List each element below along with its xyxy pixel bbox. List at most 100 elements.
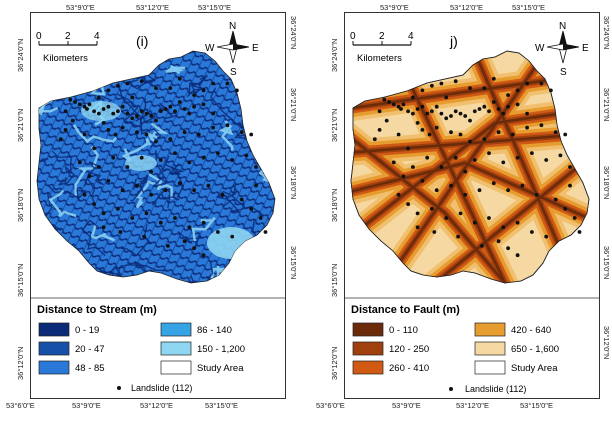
landslide-legend-label: Landslide (112) — [465, 384, 526, 394]
landslide-point — [453, 109, 458, 114]
landslide-point — [116, 109, 120, 114]
landslide-point — [216, 151, 220, 156]
legend-swatch — [352, 360, 384, 375]
landslide-point — [58, 137, 63, 142]
landslide-point — [118, 230, 123, 234]
landslide-point — [106, 104, 111, 109]
landslide-point — [211, 111, 216, 116]
landslide-point — [135, 130, 139, 135]
landslide-point — [396, 192, 401, 197]
landslide-point — [130, 116, 135, 121]
landslide-point — [506, 246, 510, 251]
landslide-point — [254, 165, 258, 169]
landslide-point — [125, 81, 130, 86]
landslide-point — [177, 100, 182, 104]
landslide-point — [432, 230, 437, 234]
landslide-point — [97, 111, 101, 116]
study-area-fill — [36, 50, 276, 284]
landslide-point — [101, 121, 106, 125]
landslide-point — [173, 216, 177, 220]
landslide-point — [415, 211, 420, 216]
landslide-point — [425, 155, 430, 160]
legend-label: 48 - 85 — [75, 363, 105, 374]
lon-label-top: 53°9'0"E — [66, 3, 95, 12]
landslide-point — [487, 109, 491, 114]
lon-label-bottom: 53°12'0"E — [456, 401, 489, 410]
landslide-point — [182, 239, 187, 244]
landslide-point — [411, 95, 415, 100]
landslide-point — [82, 132, 87, 137]
landslide-point — [68, 97, 73, 102]
landslide-point — [406, 109, 410, 114]
landslide-point — [201, 155, 206, 160]
landslide-points — [372, 76, 582, 258]
landslide-legend-label: Landslide (112) — [131, 383, 192, 393]
landslide-point — [182, 130, 187, 135]
landslide-point — [87, 102, 92, 107]
landslide-point — [496, 130, 501, 135]
landslide-point — [70, 118, 75, 123]
landslide-point — [401, 174, 406, 179]
landslide-point — [230, 158, 235, 162]
landslide-point — [463, 192, 468, 197]
map-panel-stream: 0 2 4 Kilometers (i) N S W E Distance to… — [30, 12, 286, 399]
landslide-point — [173, 109, 177, 114]
legend-swatch — [160, 360, 192, 375]
landslide-point — [539, 123, 544, 128]
landslide-point — [211, 81, 216, 86]
landslide-point — [125, 111, 130, 116]
west-label: W — [205, 43, 215, 54]
landslide-point — [220, 192, 225, 197]
landslide-point — [434, 125, 439, 130]
landslide-point — [187, 160, 192, 165]
legend-label: 120 - 250 — [389, 344, 429, 355]
landslide-point — [520, 183, 525, 188]
south-label: S — [230, 67, 237, 78]
landslide-point — [120, 125, 125, 130]
lat-label-right: 36°24'0"N — [602, 16, 611, 50]
landslide-point — [553, 197, 558, 202]
landslide-point — [415, 121, 420, 125]
panel-label-i: (i) — [136, 33, 148, 49]
landslide-point — [120, 104, 125, 109]
landslide-point — [235, 88, 239, 93]
legend-swatch — [160, 322, 192, 337]
landslide-point — [439, 111, 444, 116]
lon-label-bottom: 53°6'0"E — [316, 401, 345, 410]
landslide-point — [82, 192, 87, 197]
landslide-point — [577, 230, 582, 234]
legend-title: Distance to Fault (m) — [351, 304, 460, 316]
landslide-point — [515, 253, 520, 258]
lat-label-left: 36°15'0"N — [330, 263, 339, 297]
landslide-point — [530, 151, 534, 156]
landslide-point — [85, 107, 89, 111]
lat-label-left: 36°12'0"N — [330, 346, 339, 380]
landslide-point — [239, 130, 244, 135]
landslide-point — [263, 230, 268, 234]
landslide-point — [525, 111, 529, 116]
landslide-point — [415, 107, 420, 111]
lat-label-right: 36°15'0"N — [602, 246, 611, 280]
landslide-point — [458, 111, 463, 116]
landslide-point — [139, 109, 144, 114]
landslide-point — [449, 183, 453, 188]
landslide-point — [77, 160, 82, 165]
landslide-point — [168, 86, 173, 90]
scale-unit: Kilometers — [43, 53, 88, 64]
landslide-point — [120, 188, 125, 193]
landslide-point — [487, 216, 491, 220]
lat-label-right: 36°18'0"N — [289, 166, 298, 200]
landslide-point — [439, 81, 444, 86]
lat-label-left: 36°15'0"N — [16, 263, 25, 297]
landslide-point — [453, 79, 458, 84]
landslide-point — [391, 160, 396, 165]
landslide-point — [211, 125, 216, 130]
landslide-point — [453, 155, 458, 160]
north-arrow: N S W E — [205, 21, 259, 78]
landslide-point — [572, 216, 577, 220]
landslide-point — [244, 153, 249, 158]
landslide-point — [130, 216, 135, 220]
landslide-point — [458, 132, 463, 137]
landslide-point — [506, 93, 510, 97]
landslide-point — [472, 158, 477, 162]
